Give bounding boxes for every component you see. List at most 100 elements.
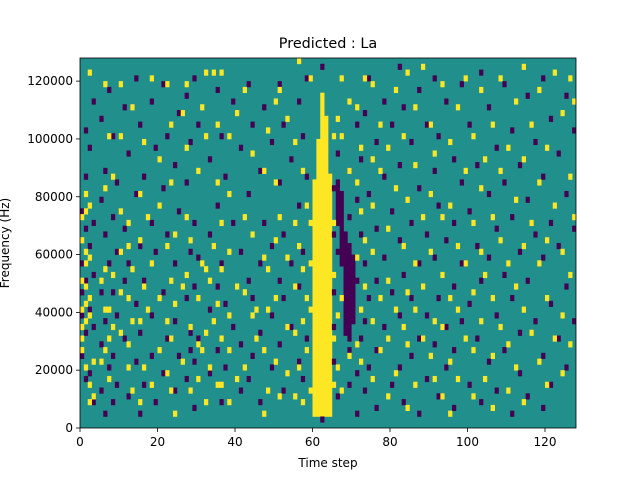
heatmap-cell-low bbox=[192, 358, 197, 365]
heatmap-cell-low bbox=[122, 225, 127, 232]
heatmap-cell-low bbox=[564, 283, 569, 290]
heatmap-cell-low bbox=[517, 248, 523, 255]
heatmap-cell-high bbox=[413, 162, 418, 169]
heatmap-cell-low bbox=[207, 306, 213, 313]
heatmap-cell-high bbox=[87, 202, 92, 209]
heatmap-cell-low bbox=[502, 81, 507, 88]
heatmap-cell-high bbox=[560, 110, 565, 117]
heatmap-cell-high bbox=[463, 167, 468, 174]
heatmap-cell-low bbox=[184, 295, 189, 302]
heatmap-cell-low bbox=[173, 162, 178, 169]
heatmap-cell-low bbox=[153, 144, 158, 151]
heatmap-cell-low bbox=[331, 289, 337, 296]
heatmap-cell-low bbox=[432, 341, 437, 348]
heatmap-cell-low bbox=[444, 237, 449, 244]
heatmap-cell-low bbox=[517, 162, 523, 169]
heatmap-cell-high bbox=[413, 260, 418, 267]
heatmap-cell-low bbox=[246, 190, 251, 198]
heatmap-cell-low bbox=[176, 110, 182, 117]
heatmap-cell-low bbox=[196, 335, 201, 342]
heatmap-cell-low bbox=[134, 75, 139, 82]
heatmap-cell-high bbox=[285, 254, 290, 261]
heatmap-cell-low bbox=[401, 399, 406, 406]
heatmap-cell-low bbox=[335, 248, 340, 255]
heatmap-cell-high bbox=[83, 190, 89, 198]
heatmap-cell-high bbox=[490, 352, 495, 359]
heatmap-cell-high bbox=[552, 335, 557, 342]
heatmap-cell-low bbox=[83, 173, 89, 180]
heatmap-cell-high bbox=[521, 63, 526, 70]
heatmap-cell-low bbox=[99, 289, 104, 296]
x-tick-label: 120 bbox=[534, 435, 557, 449]
heatmap-cell-low bbox=[83, 329, 89, 336]
heatmap-cell-high bbox=[126, 219, 131, 227]
heatmap-cell-low bbox=[304, 75, 309, 82]
heatmap-cell-low bbox=[126, 260, 131, 267]
heatmap-cell-high bbox=[196, 341, 201, 348]
heatmap-cell-high bbox=[300, 266, 306, 273]
heatmap-cell-high bbox=[362, 75, 368, 82]
heatmap-cell-high bbox=[568, 341, 573, 348]
heatmap-cell-low bbox=[409, 295, 414, 302]
heatmap-cell-high bbox=[118, 133, 123, 140]
heatmap-cell-high bbox=[138, 190, 143, 198]
heatmap-cell-high bbox=[235, 375, 240, 383]
heatmap-cell-low bbox=[541, 75, 546, 82]
heatmap-cell-low bbox=[502, 179, 507, 186]
heatmap-cell-low bbox=[417, 335, 422, 342]
heatmap-cell-low bbox=[459, 318, 464, 325]
heatmap-cell-high bbox=[83, 248, 89, 255]
heatmap-cell-high bbox=[204, 69, 209, 76]
heatmap-cell-high bbox=[471, 133, 476, 140]
heatmap-cell-high bbox=[111, 173, 116, 180]
heatmap-cell-low bbox=[397, 63, 402, 70]
heatmap-cell-low bbox=[165, 335, 170, 342]
heatmap-cell-high bbox=[219, 381, 224, 388]
heatmap-cell-low bbox=[80, 312, 85, 319]
heatmap-cell-high bbox=[552, 69, 557, 76]
heatmap-cell-low bbox=[114, 381, 120, 388]
heatmap-cell-high bbox=[421, 63, 426, 70]
heatmap-cell-low bbox=[281, 295, 286, 302]
heatmap-cell-low bbox=[83, 225, 89, 232]
heatmap-cell-low bbox=[494, 312, 499, 319]
heatmap-cell-low bbox=[231, 98, 236, 105]
heatmap-cell-high bbox=[386, 393, 391, 400]
heatmap-cell-low bbox=[223, 300, 228, 307]
heatmap-cell-low bbox=[111, 399, 116, 406]
heatmap-cell-high bbox=[479, 86, 484, 94]
heatmap-cell-high bbox=[498, 75, 503, 82]
heatmap-cell-high bbox=[138, 318, 143, 325]
heatmap-cell-high bbox=[483, 271, 488, 279]
heatmap-cell-low bbox=[87, 243, 92, 250]
heatmap-cell-high bbox=[490, 295, 495, 302]
plot-area bbox=[79, 57, 577, 429]
heatmap-cell-high bbox=[200, 347, 205, 354]
heatmap-cell-high bbox=[250, 312, 255, 319]
heatmap-cell-low bbox=[188, 329, 193, 336]
heatmap-cell-high bbox=[87, 69, 92, 76]
heatmap-cell-high bbox=[421, 214, 426, 221]
heatmap-cell-low bbox=[417, 86, 422, 94]
heatmap-cell-high bbox=[83, 260, 89, 267]
heatmap-cell-low bbox=[409, 219, 414, 227]
heatmap-cell-high bbox=[184, 144, 189, 151]
heatmap-cell-high bbox=[514, 283, 519, 290]
heatmap-cell-high bbox=[142, 138, 147, 146]
heatmap-cell-high bbox=[393, 86, 399, 94]
heatmap-cell-high bbox=[440, 271, 445, 279]
heatmap-cell-low bbox=[149, 219, 154, 227]
heatmap-cell-low bbox=[250, 352, 255, 359]
heatmap-cell-low bbox=[475, 162, 480, 169]
heatmap-cell-high bbox=[463, 335, 468, 342]
heatmap-cell-low bbox=[502, 347, 507, 354]
heatmap-cell-high bbox=[204, 329, 209, 336]
heatmap-cell-high bbox=[432, 318, 437, 325]
heatmap-cell-high bbox=[428, 190, 433, 198]
heatmap-cell-low bbox=[188, 138, 193, 146]
heatmap-cell-high bbox=[421, 335, 426, 342]
heatmap-cell-high bbox=[266, 127, 271, 134]
heatmap-cell-high bbox=[386, 277, 391, 284]
plot-frame bbox=[79, 57, 577, 429]
heatmap-cell-high bbox=[211, 318, 216, 325]
